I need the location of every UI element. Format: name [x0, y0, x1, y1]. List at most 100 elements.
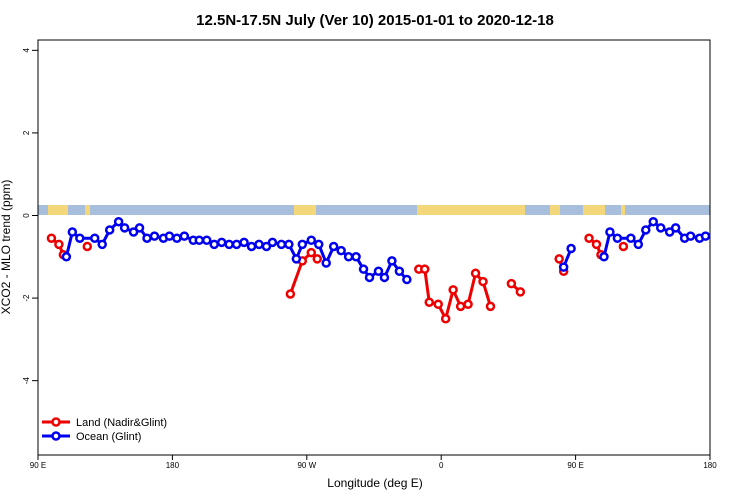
data-point — [267, 237, 278, 248]
data-point — [515, 287, 526, 297]
data-point — [394, 266, 405, 276]
data-point — [506, 278, 517, 289]
data-point — [420, 264, 430, 274]
data-point — [285, 289, 296, 299]
data-point — [113, 216, 124, 227]
data-point — [700, 231, 711, 241]
data-point — [655, 223, 666, 233]
x-tick-label: 180 — [703, 461, 717, 470]
data-point — [201, 235, 212, 246]
x-tick-label: 180 — [166, 461, 180, 470]
data-point — [284, 239, 294, 250]
data-point — [351, 252, 361, 262]
y-tick-label: -2 — [22, 294, 31, 302]
legend-marker — [51, 431, 61, 441]
data-point — [343, 252, 354, 262]
data-point — [618, 241, 629, 252]
data-point — [433, 299, 443, 310]
x-tick-label: 0 — [439, 461, 444, 470]
data-point — [648, 216, 659, 227]
data-point — [75, 233, 85, 243]
data-point — [664, 227, 675, 237]
data-point — [455, 301, 466, 312]
data-point — [328, 241, 339, 252]
data-point — [448, 285, 458, 295]
data-point — [554, 254, 564, 264]
data-point — [261, 241, 272, 252]
x-tick-label: 90 E — [567, 461, 583, 470]
y-tick-label: 0 — [22, 213, 31, 218]
data-point — [313, 239, 324, 250]
data-point — [216, 237, 227, 248]
y-tick-label: 4 — [22, 48, 31, 53]
x-axis-label: Longitude (deg E) — [327, 476, 422, 490]
data-point — [312, 254, 323, 264]
data-point — [364, 272, 375, 283]
y-axis-label: XCO2 - MLO trend (ppm) — [0, 180, 13, 315]
data-point — [612, 233, 623, 243]
x-tick-label: 90 W — [297, 461, 316, 470]
data-point — [134, 223, 145, 233]
data-point — [605, 227, 615, 237]
data-point — [209, 239, 219, 250]
data-point — [306, 235, 317, 246]
x-tick-label: 90 E — [30, 461, 46, 470]
data-point — [373, 266, 384, 276]
data-point — [239, 237, 249, 248]
data-point — [306, 247, 317, 258]
data-point — [194, 235, 205, 246]
data-point — [164, 231, 175, 241]
data-point — [685, 231, 696, 241]
data-point — [128, 227, 139, 237]
data-point — [463, 299, 473, 310]
data-point — [470, 268, 481, 279]
data-point — [61, 252, 72, 262]
data-point — [224, 239, 234, 250]
data-point — [566, 243, 576, 254]
data-point — [179, 231, 190, 241]
data-point — [172, 233, 182, 243]
data-point — [142, 233, 152, 243]
plot-frame — [37, 39, 711, 456]
data-point — [626, 233, 636, 243]
data-point — [358, 264, 369, 274]
y-tick-label: -4 — [22, 377, 31, 385]
data-point — [54, 239, 64, 250]
legend-marker — [51, 417, 61, 427]
data-point — [633, 239, 644, 250]
data-point — [478, 276, 488, 287]
data-point — [104, 225, 115, 235]
data-point — [402, 274, 412, 285]
data-point — [599, 252, 609, 262]
data-point — [82, 241, 93, 252]
data-point — [670, 223, 681, 233]
data-point — [67, 227, 78, 237]
data-point — [558, 262, 569, 272]
data-point — [591, 239, 602, 250]
data-point — [291, 254, 302, 264]
chart-title: 12.5N-17.5N July (Ver 10) 2015-01-01 to … — [196, 12, 554, 29]
data-point — [119, 223, 130, 233]
legend-label: Ocean (Glint) — [76, 431, 141, 443]
data-point — [641, 225, 651, 235]
data-point — [485, 301, 496, 312]
data-point — [440, 313, 451, 324]
data-point — [254, 239, 264, 250]
data-point — [246, 241, 257, 252]
data-point — [387, 256, 397, 266]
data-point — [336, 245, 346, 256]
data-point — [584, 233, 594, 243]
data-point — [46, 233, 57, 243]
land-map-band — [38, 205, 710, 215]
data-point — [276, 239, 287, 250]
data-point — [379, 272, 390, 283]
data-point — [321, 258, 331, 268]
legend-label: Land (Nadir&Glint) — [76, 417, 167, 429]
data-point — [89, 233, 100, 243]
data-point — [297, 239, 308, 250]
data-point — [231, 239, 242, 250]
data-point — [424, 297, 435, 307]
data-point — [149, 231, 160, 241]
data-point — [97, 239, 107, 250]
